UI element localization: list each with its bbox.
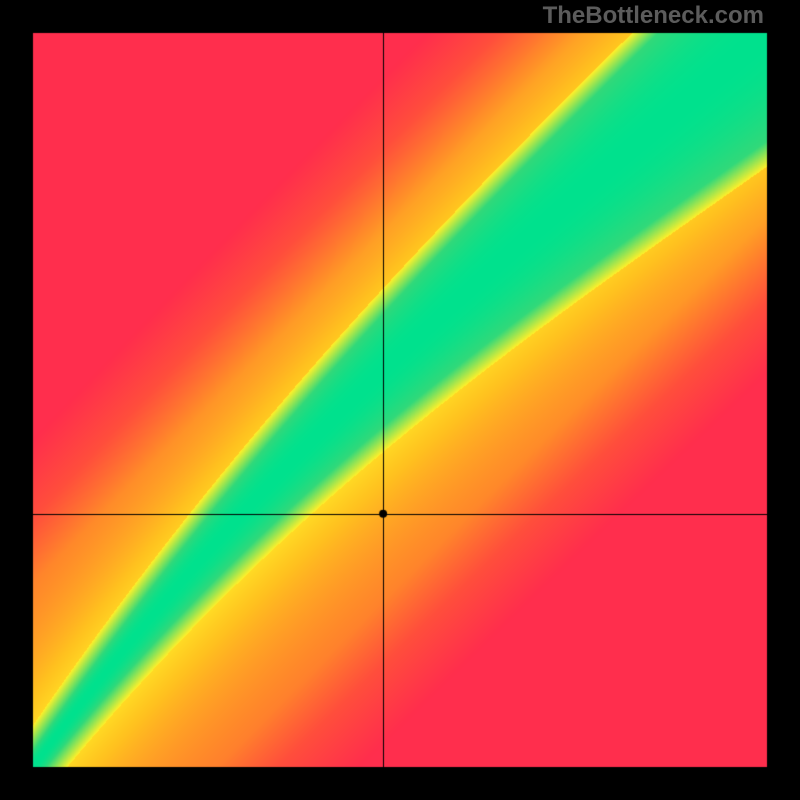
bottleneck-heatmap [0,0,800,800]
chart-container: TheBottleneck.com [0,0,800,800]
watermark-text: TheBottleneck.com [543,2,764,30]
